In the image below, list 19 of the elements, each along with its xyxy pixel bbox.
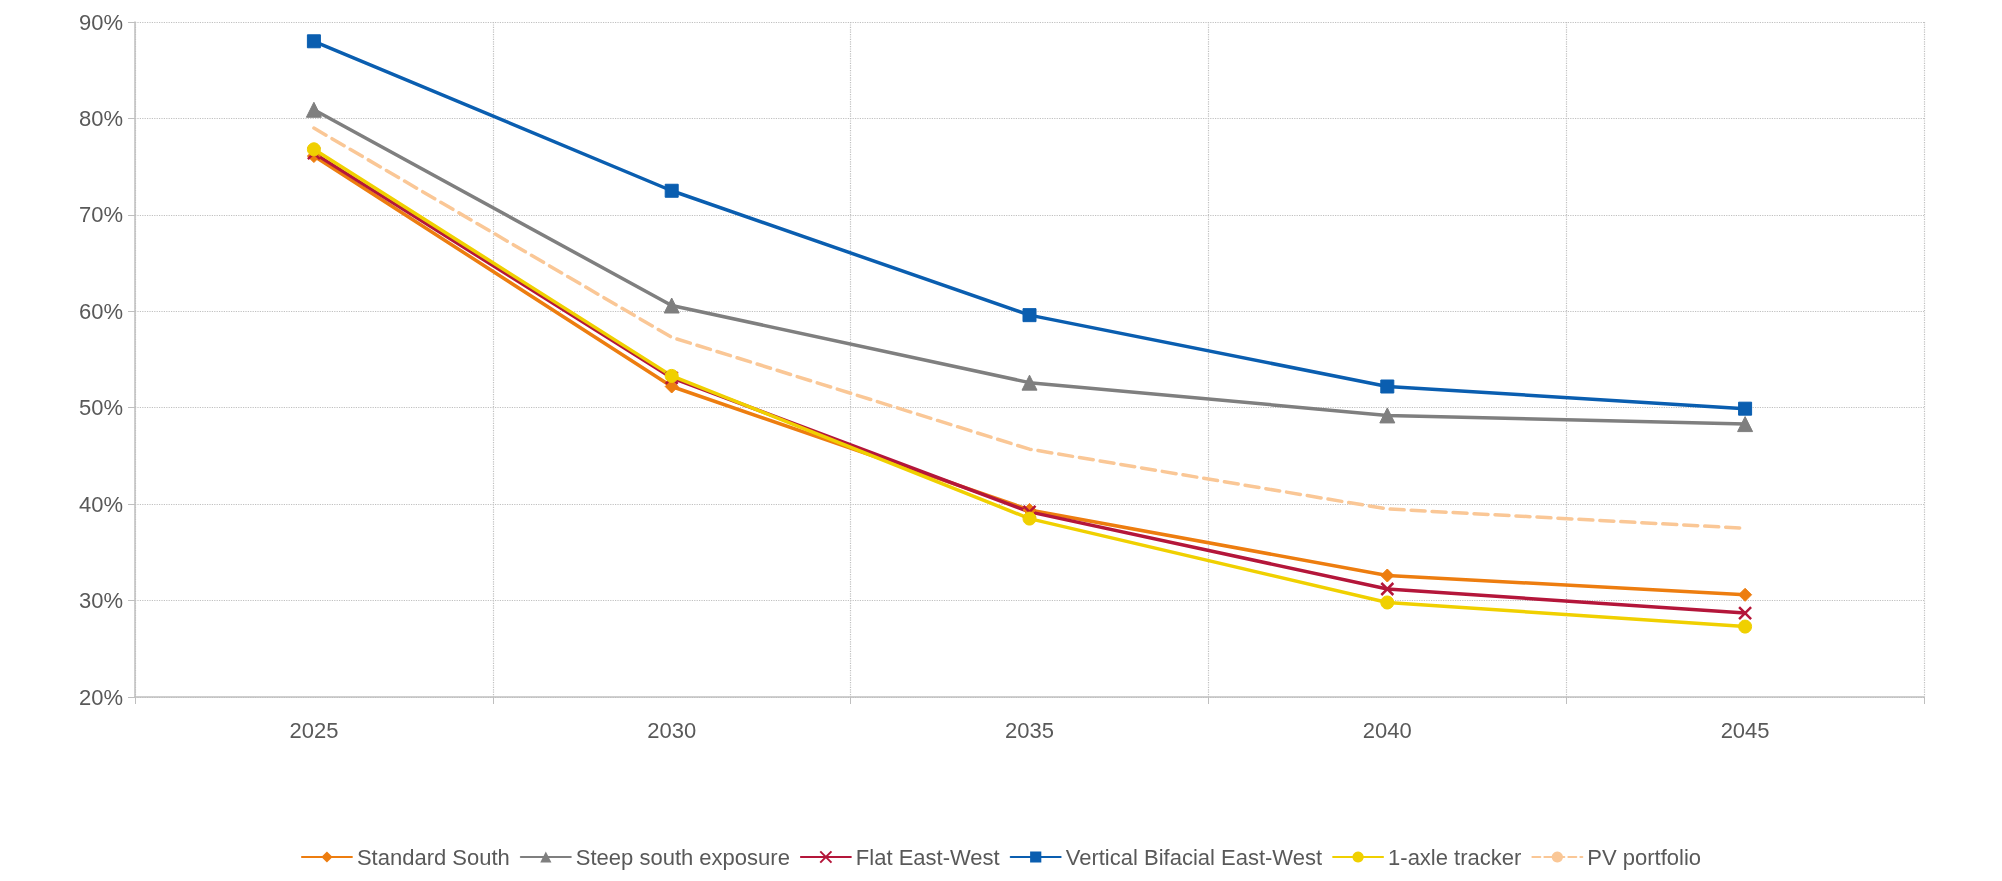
legend-label: PV portfolio xyxy=(1587,844,1702,870)
legend-label: Standard South xyxy=(356,844,510,870)
y-tick-label: 90% xyxy=(78,9,123,35)
x-tick-label: 2045 xyxy=(1720,717,1770,743)
y-tick-label: 40% xyxy=(78,491,123,517)
legend-label: 1-axle tracker xyxy=(1388,844,1522,870)
y-tick-label: 80% xyxy=(78,105,123,131)
y-tick-label: 60% xyxy=(78,298,123,324)
legend-label: Flat East-West xyxy=(855,844,1000,870)
y-tick-label: 20% xyxy=(78,684,123,710)
y-tick-label: 50% xyxy=(78,395,123,421)
legend-label: Vertical Bifacial East-West xyxy=(1065,844,1323,870)
x-tick-label: 2030 xyxy=(647,717,697,743)
y-tick-label: 30% xyxy=(78,588,123,614)
y-tick-label: 70% xyxy=(78,202,123,228)
x-tick-label: 2040 xyxy=(1362,717,1412,743)
x-tick-label: 2025 xyxy=(289,717,339,743)
x-tick-label: 2035 xyxy=(1005,717,1054,743)
legend-label: Steep south exposure xyxy=(575,844,790,870)
